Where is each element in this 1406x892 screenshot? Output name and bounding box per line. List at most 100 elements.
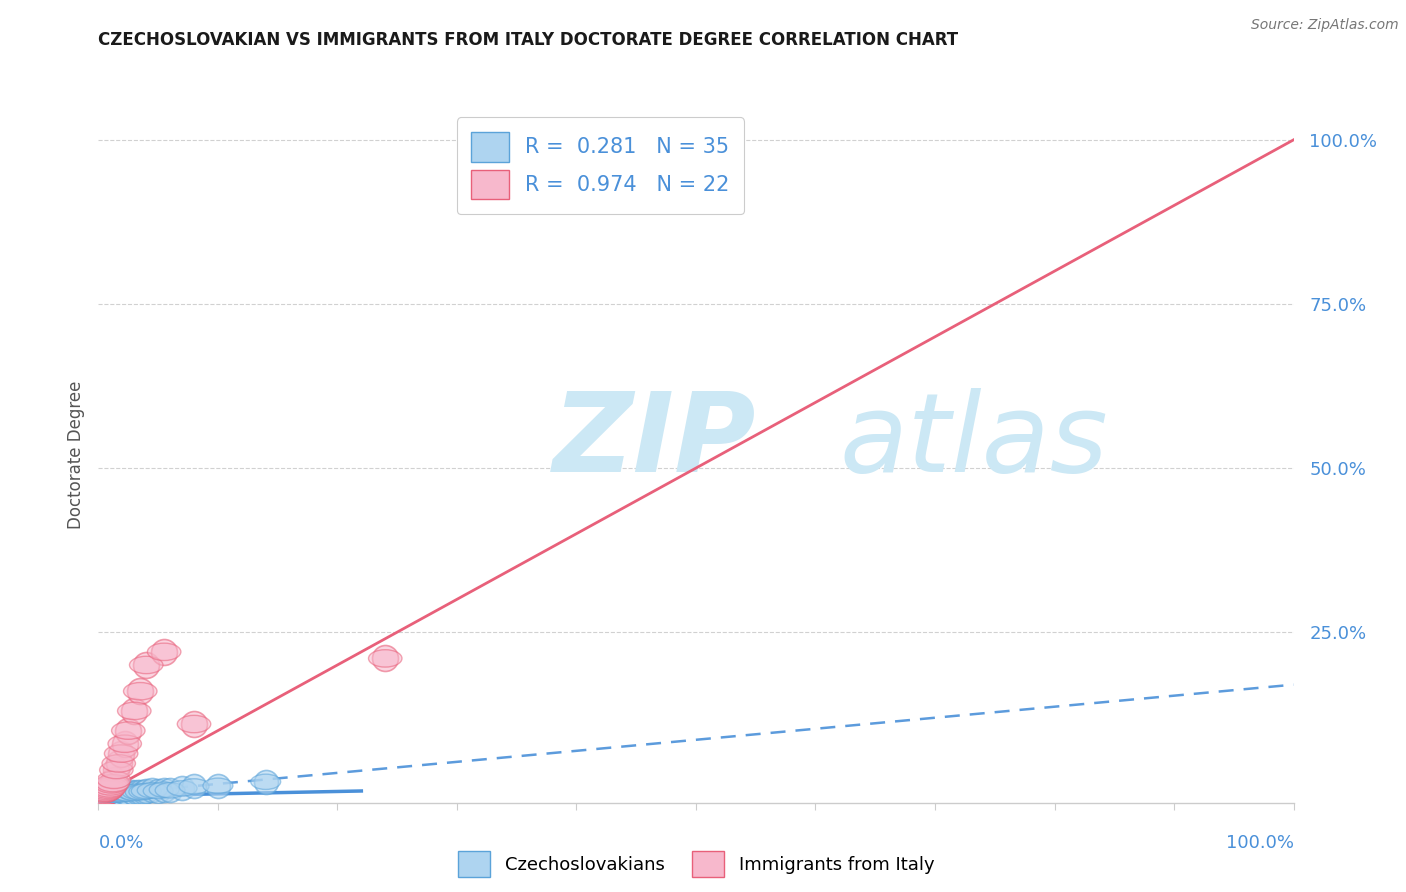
Point [96,784,118,798]
Point [153,645,176,659]
Ellipse shape [103,755,135,772]
Text: 0.0%: 0.0% [98,834,143,852]
Ellipse shape [98,786,128,801]
Point [124,786,146,800]
Ellipse shape [89,787,118,802]
Ellipse shape [100,788,131,803]
Point [135,657,157,672]
Point [159,783,181,797]
Ellipse shape [96,787,125,802]
Point [90,788,112,802]
Ellipse shape [143,783,173,798]
Text: atlas: atlas [839,387,1108,494]
Ellipse shape [89,783,122,801]
Point [103,787,125,801]
Ellipse shape [368,649,402,667]
Ellipse shape [93,780,127,797]
Point [107,756,129,771]
Ellipse shape [91,781,125,798]
Point [183,717,205,731]
Point [135,784,157,798]
Point [108,786,131,800]
Point [110,747,132,761]
Point [98,787,122,801]
Ellipse shape [129,784,159,799]
Text: ZIP: ZIP [553,387,756,494]
Point [93,788,115,802]
Point [98,781,121,796]
Ellipse shape [202,778,233,793]
Ellipse shape [90,787,121,802]
Ellipse shape [87,784,121,802]
Legend: Czechoslovakians, Immigrants from Italy: Czechoslovakians, Immigrants from Italy [450,844,942,884]
Ellipse shape [94,787,124,802]
Ellipse shape [167,780,197,796]
Point [105,787,128,801]
Point [93,786,115,800]
Point [100,777,122,791]
Point [117,787,139,801]
Point [94,785,117,799]
Ellipse shape [124,682,157,700]
Point [107,787,129,801]
Ellipse shape [91,788,122,803]
Ellipse shape [125,785,155,800]
Ellipse shape [250,774,281,789]
Ellipse shape [93,786,122,801]
Point [121,785,143,799]
Point [148,784,170,798]
Point [96,788,118,802]
Point [91,789,114,803]
Point [183,780,205,794]
Ellipse shape [90,788,120,803]
Point [374,651,396,665]
Ellipse shape [87,785,120,802]
Point [101,787,124,801]
Ellipse shape [100,761,134,779]
Text: CZECHOSLOVAKIAN VS IMMIGRANTS FROM ITALY DOCTORATE DEGREE CORRELATION CHART: CZECHOSLOVAKIAN VS IMMIGRANTS FROM ITALY… [98,31,959,49]
Ellipse shape [107,787,136,802]
Ellipse shape [111,722,145,739]
Ellipse shape [97,788,127,803]
Point [90,788,112,802]
Ellipse shape [87,788,117,803]
Ellipse shape [108,735,142,753]
Point [105,763,128,777]
Ellipse shape [94,776,128,793]
Point [97,782,120,797]
Ellipse shape [98,787,129,802]
Point [132,784,155,798]
Point [129,785,152,799]
Point [91,787,114,801]
Ellipse shape [101,786,131,801]
Point [124,704,146,718]
Point [104,788,127,802]
Point [125,784,148,798]
Point [110,787,132,801]
Ellipse shape [131,783,162,798]
Point [103,772,125,787]
Ellipse shape [118,702,150,720]
Ellipse shape [117,785,146,800]
Point [117,723,139,738]
Point [153,782,176,797]
Point [172,781,194,796]
Point [111,787,134,801]
Ellipse shape [110,785,139,801]
Point [91,787,114,801]
Ellipse shape [129,657,163,673]
Ellipse shape [104,787,134,802]
Y-axis label: Doctorate Degree: Doctorate Degree [66,381,84,529]
Point [129,684,152,698]
Ellipse shape [96,774,129,792]
Ellipse shape [148,643,181,661]
Point [98,787,121,801]
Ellipse shape [114,786,143,801]
Ellipse shape [86,788,115,803]
Ellipse shape [84,786,118,804]
Point [101,776,124,790]
Point [107,787,129,801]
Ellipse shape [107,786,138,801]
Point [114,786,136,800]
Ellipse shape [149,782,179,797]
